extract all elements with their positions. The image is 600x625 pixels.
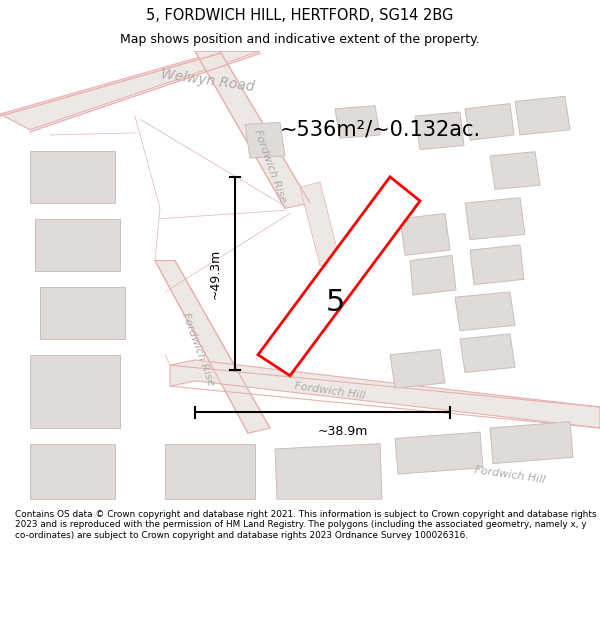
Polygon shape [258, 177, 420, 376]
Text: Map shows position and indicative extent of the property.: Map shows position and indicative extent… [120, 34, 480, 46]
Text: ~49.3m: ~49.3m [209, 249, 221, 299]
Polygon shape [490, 422, 573, 464]
Polygon shape [0, 51, 260, 130]
Polygon shape [195, 51, 310, 208]
Polygon shape [465, 198, 525, 239]
Text: ~38.9m: ~38.9m [317, 424, 368, 438]
Text: ~536m²/~0.132ac.: ~536m²/~0.132ac. [280, 120, 481, 140]
Polygon shape [395, 432, 483, 474]
Polygon shape [465, 104, 514, 140]
Text: Fordwich Rise: Fordwich Rise [252, 128, 288, 204]
Polygon shape [35, 219, 120, 271]
Polygon shape [390, 349, 445, 388]
Text: 5, FORDWICH HILL, HERTFORD, SG14 2BG: 5, FORDWICH HILL, HERTFORD, SG14 2BG [146, 8, 454, 23]
Polygon shape [165, 444, 255, 499]
Polygon shape [515, 96, 570, 135]
Text: Fordwich Rise: Fordwich Rise [180, 311, 216, 388]
Text: Contains OS data © Crown copyright and database right 2021. This information is : Contains OS data © Crown copyright and d… [15, 510, 596, 540]
Polygon shape [460, 334, 515, 372]
Polygon shape [490, 152, 540, 189]
Polygon shape [455, 292, 515, 331]
Polygon shape [400, 214, 450, 256]
Polygon shape [300, 182, 340, 266]
Text: Welwyn Road: Welwyn Road [160, 67, 255, 94]
Polygon shape [415, 112, 464, 149]
Polygon shape [335, 106, 380, 138]
Polygon shape [40, 287, 125, 339]
Polygon shape [470, 245, 524, 284]
Polygon shape [275, 444, 382, 499]
Polygon shape [30, 355, 120, 428]
Text: Fordwich Hill: Fordwich Hill [294, 381, 366, 401]
Text: Fordwich Hill: Fordwich Hill [474, 465, 546, 485]
Polygon shape [245, 122, 285, 158]
Text: 5: 5 [325, 288, 344, 317]
Polygon shape [30, 151, 115, 203]
Polygon shape [30, 444, 115, 499]
Polygon shape [155, 261, 270, 433]
Polygon shape [410, 256, 456, 295]
Polygon shape [170, 360, 600, 428]
